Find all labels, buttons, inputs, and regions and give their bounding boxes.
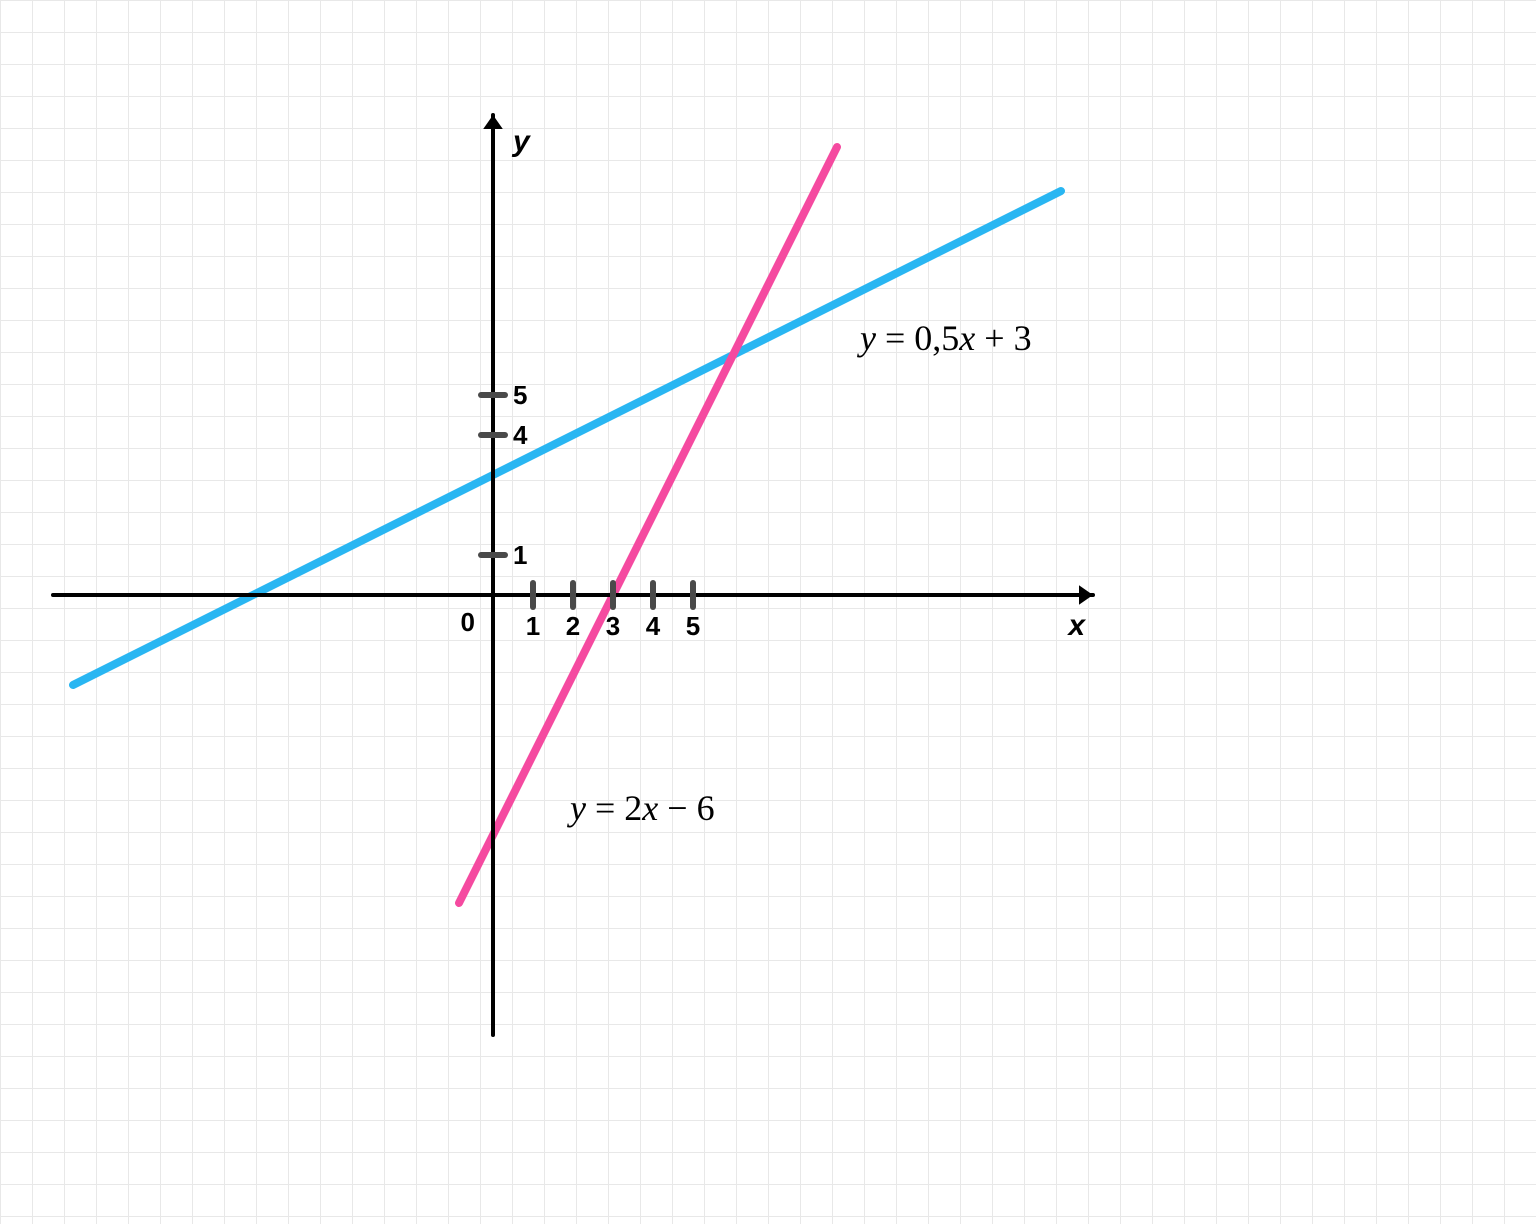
y-tick-label: 4	[513, 420, 528, 450]
axis-arrow	[483, 115, 503, 129]
origin-label: 0	[461, 607, 475, 637]
plot-container: 123451450xyy = 0,5x + 3y = 2x − 6	[40, 60, 1496, 1169]
plot-svg: 123451450xyy = 0,5x + 3y = 2x − 6	[40, 60, 1496, 1164]
x-tick-label: 3	[606, 611, 620, 641]
y-axis-label: y	[511, 125, 531, 158]
y-tick-label: 5	[513, 380, 527, 410]
x-tick-label: 1	[526, 611, 540, 641]
x-axis-label: x	[1066, 609, 1086, 642]
x-tick-label: 2	[566, 611, 580, 641]
line-blue-equation: y = 0,5x + 3	[857, 318, 1032, 358]
x-tick-label: 5	[686, 611, 700, 641]
axis-arrow	[1079, 585, 1093, 605]
x-tick-label: 4	[646, 611, 661, 641]
line-pink-equation: y = 2x − 6	[567, 788, 715, 828]
y-tick-label: 1	[513, 540, 527, 570]
